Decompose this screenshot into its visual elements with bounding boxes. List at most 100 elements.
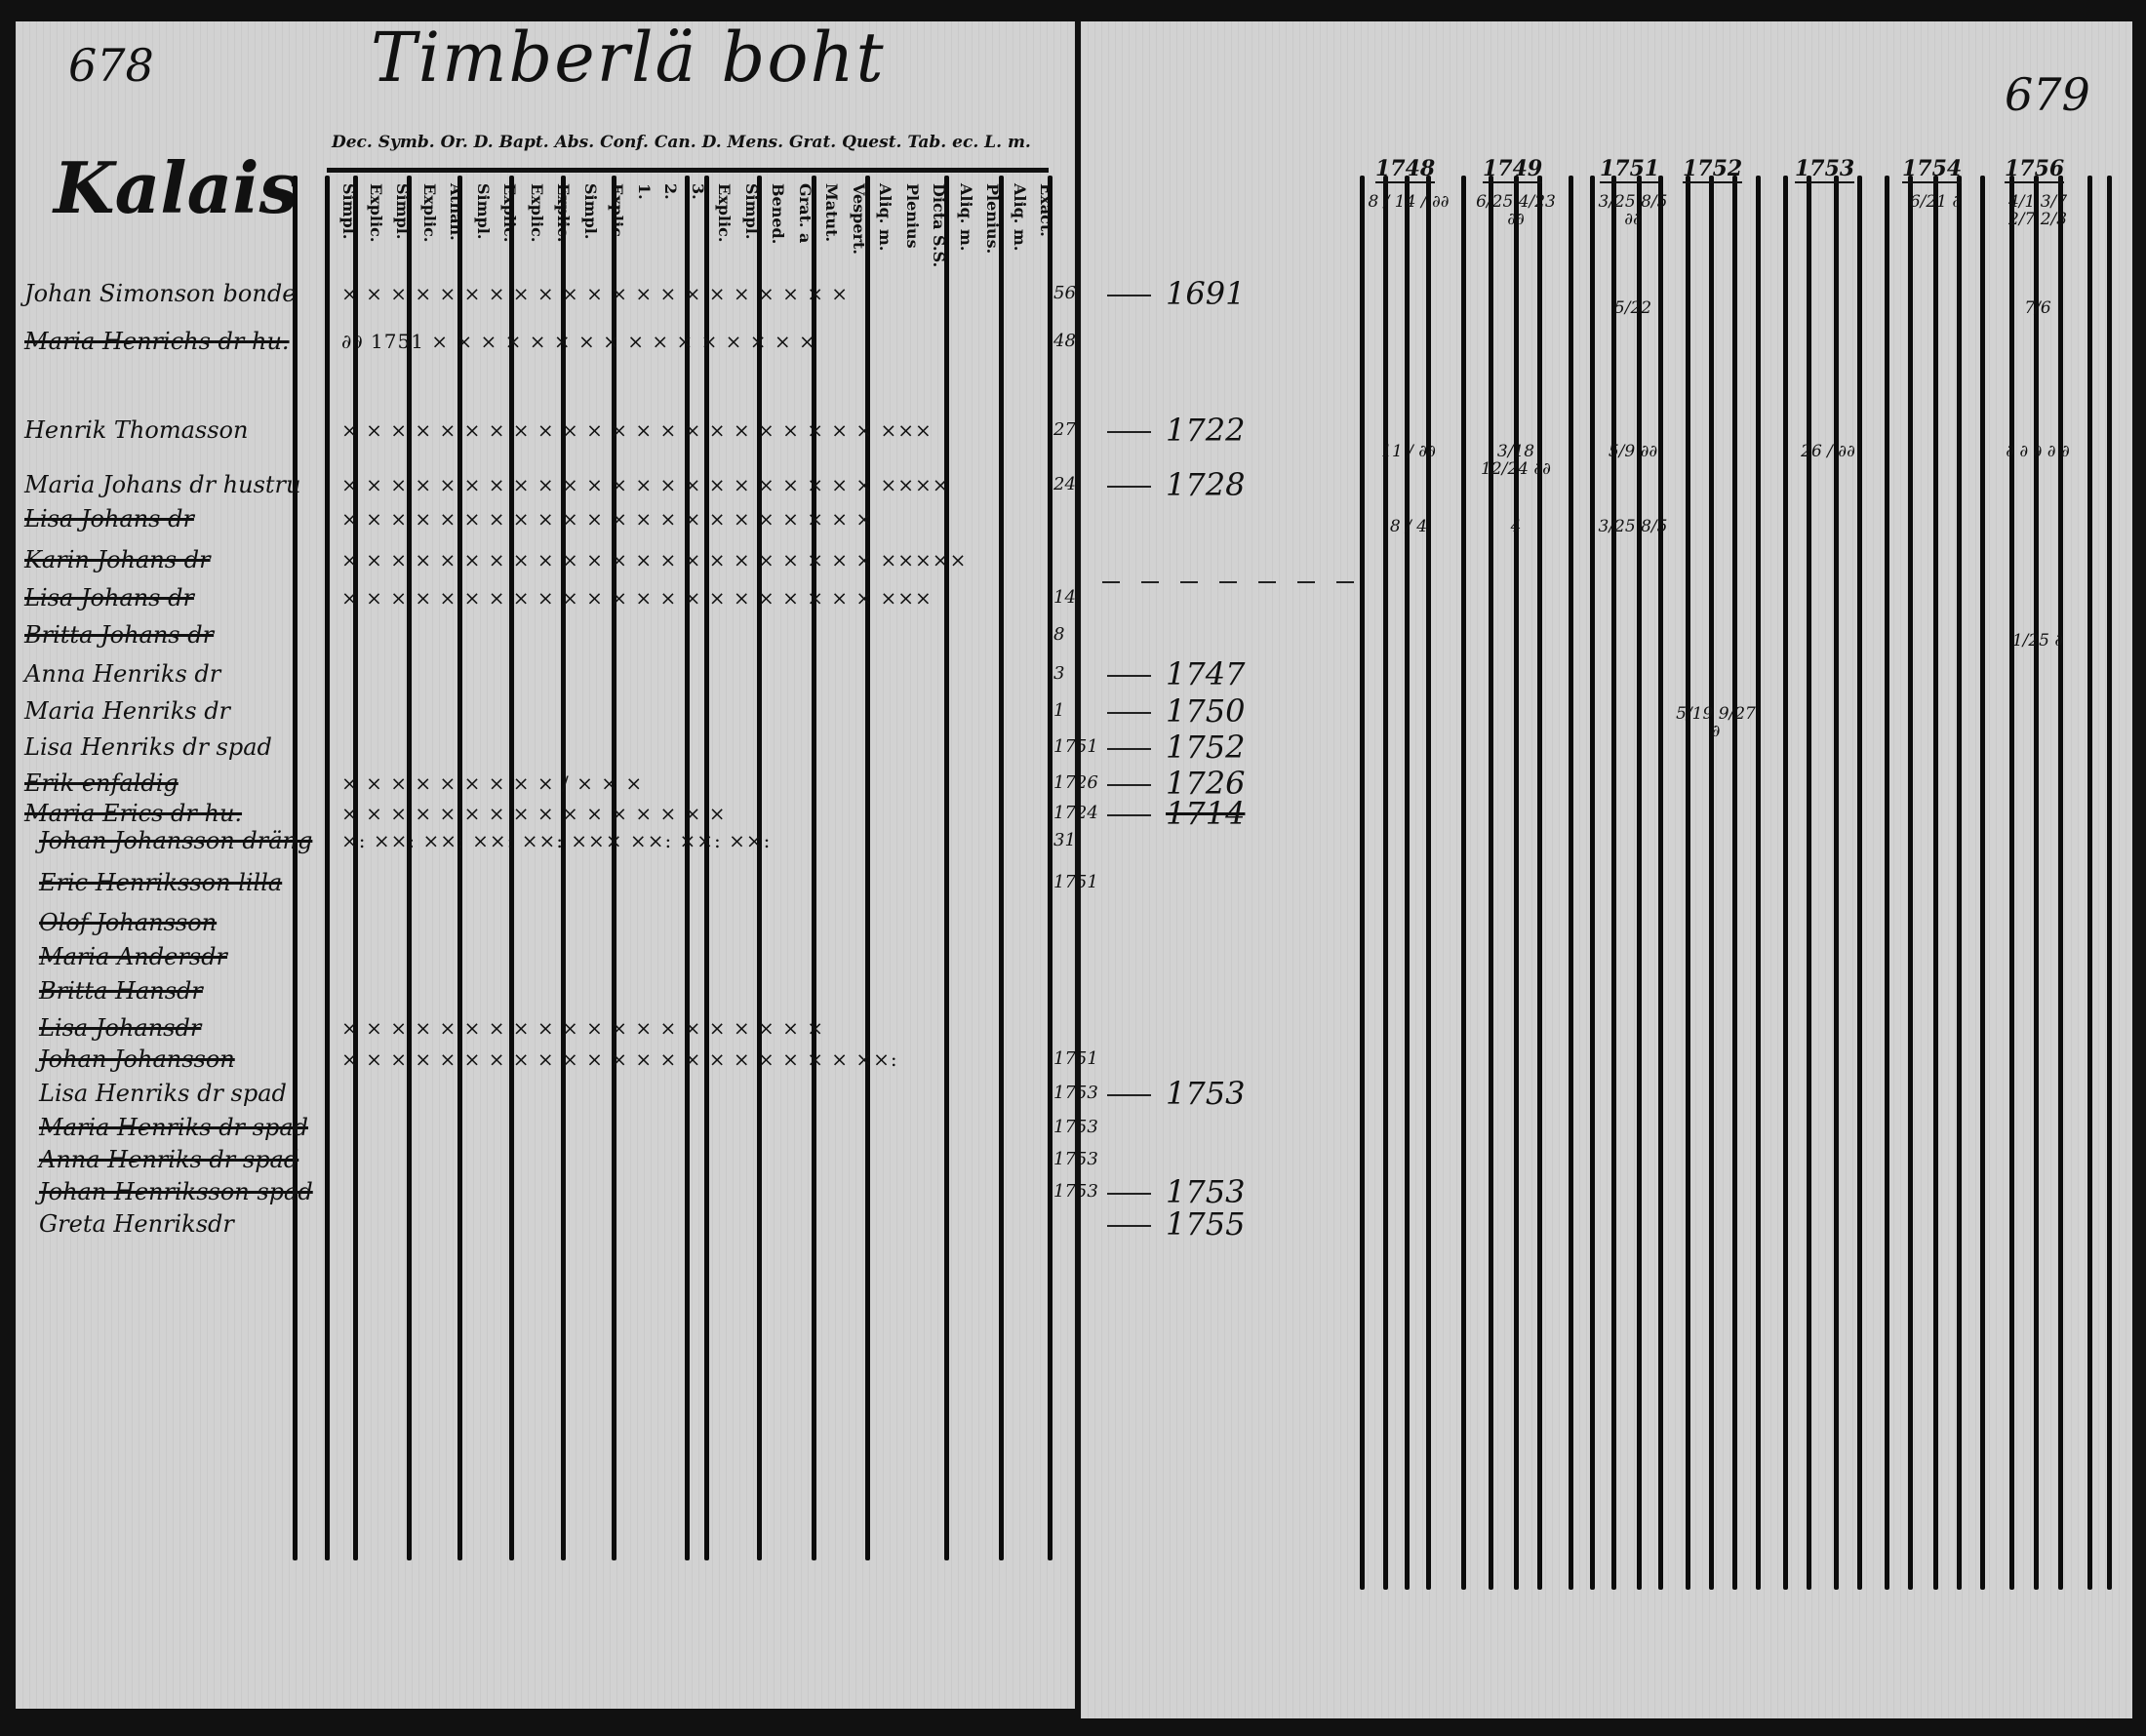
name-column-rule bbox=[293, 176, 298, 1560]
birth-year: 1752 bbox=[1166, 729, 1246, 766]
column-rule bbox=[1885, 176, 1889, 1590]
dash-mark bbox=[1107, 486, 1151, 488]
column-rule bbox=[509, 176, 514, 1560]
table-row: Lisa Henriks dr spad 1753 1753 bbox=[0, 1078, 1366, 1109]
table-row: Anna Henriks dr 3 1747 bbox=[0, 658, 1366, 690]
column-rule bbox=[1426, 176, 1431, 1590]
column-rule bbox=[325, 176, 330, 1560]
age-value: 1 bbox=[1053, 700, 1065, 721]
column-rule bbox=[1489, 176, 1493, 1590]
column-header: Aliq. m. bbox=[876, 183, 894, 252]
person-name: Henrik Thomasson bbox=[24, 416, 249, 444]
annotation: 4/1 3/7 2/7 2/3 bbox=[2007, 192, 2068, 229]
age-value: 1753 bbox=[1053, 1117, 1098, 1137]
age-value: 24 bbox=[1053, 474, 1076, 494]
person-name: Maria Erics dr hu. bbox=[24, 800, 243, 827]
year-header: 1756 bbox=[2005, 156, 2065, 183]
column-header: Explic. bbox=[419, 183, 439, 243]
dash-mark bbox=[1219, 581, 1237, 583]
column-rule bbox=[561, 176, 566, 1560]
column-rule bbox=[1908, 176, 1913, 1590]
exam-marks: × × × × × × × × × × × × × × × × × × × × … bbox=[341, 548, 968, 572]
table-row: Eric Henriksson lilla 1751 bbox=[0, 870, 1366, 895]
dash-mark bbox=[1107, 1094, 1151, 1096]
annotation: 6/21 ∂ bbox=[1909, 192, 1962, 212]
table-row: Maria Johans dr hustru × × × × × × × × × … bbox=[0, 469, 1366, 500]
exam-marks: × × × × × × × × × × × × × × × × × × × × … bbox=[341, 507, 874, 531]
age-value: 1753 bbox=[1053, 1181, 1098, 1202]
column-rule bbox=[612, 176, 616, 1560]
dash-mark bbox=[1107, 675, 1151, 677]
dash-mark bbox=[1107, 295, 1151, 296]
exam-marks: ∂∂ 1751 × × × × × × × × × × × × × × × × bbox=[341, 330, 816, 353]
column-rule bbox=[1048, 176, 1053, 1560]
person-name: Maria Henriks dr spad bbox=[39, 1114, 309, 1141]
dash-mark bbox=[1102, 581, 1120, 583]
table-row: Olof Johansson bbox=[0, 910, 1366, 935]
column-rule bbox=[704, 176, 709, 1560]
column-header: Aliq. m. bbox=[956, 183, 975, 252]
annotation: 5/22 bbox=[1613, 298, 1652, 318]
column-rule bbox=[2087, 176, 2092, 1590]
exam-marks: × × × × × × × × × × × × × × × × bbox=[341, 802, 727, 825]
column-rule bbox=[1383, 176, 1388, 1590]
header-rule bbox=[327, 168, 1049, 173]
section-heading: Kalais bbox=[54, 146, 299, 229]
annotation: ∂ ∂ ∂ ∂ ∂ bbox=[2006, 442, 2070, 461]
column-rule bbox=[1732, 176, 1737, 1590]
column-rule bbox=[1686, 176, 1690, 1590]
column-header: Explic. bbox=[527, 183, 546, 243]
exam-marks: × × × × × × × × × × × × × × × × × × × × bbox=[341, 1016, 824, 1040]
age-value: 1724 bbox=[1053, 803, 1098, 823]
person-name: Maria Henriks dr bbox=[24, 697, 231, 725]
annotation: 5/9 ∂∂ bbox=[1608, 442, 1658, 461]
column-header: Aliq. m. bbox=[1010, 183, 1029, 252]
column-header: Simpl. bbox=[580, 183, 600, 240]
person-name: Karin Johans dr bbox=[24, 546, 211, 573]
birth-year: 1722 bbox=[1166, 412, 1246, 449]
column-header: Grat. a bbox=[795, 183, 815, 244]
person-name: Lisa Henriks dr spad bbox=[24, 733, 272, 761]
column-rule bbox=[1611, 176, 1616, 1590]
person-name: Britta Johans dr bbox=[24, 621, 215, 649]
person-name: Olof Johansson bbox=[39, 909, 218, 936]
table-row: Maria Erics dr hu. × × × × × × × × × × × … bbox=[0, 798, 1366, 829]
column-rule bbox=[1658, 176, 1663, 1590]
annotation: 3/25 8/5 bbox=[1598, 517, 1668, 536]
person-name: Lisa Johansdr bbox=[39, 1014, 202, 1042]
person-name: Anna Henriks dr spad bbox=[39, 1146, 299, 1173]
column-header: 2. bbox=[661, 183, 680, 200]
column-rule bbox=[1857, 176, 1862, 1590]
table-row: Anna Henriks dr spad 1753 bbox=[0, 1147, 1366, 1172]
exam-marks: × × × × × × × × × × × × × × × × × × × × … bbox=[341, 1047, 898, 1071]
page-number-left: 678 bbox=[68, 39, 154, 92]
dash-mark bbox=[1107, 431, 1151, 433]
annotation: 8 / 4 bbox=[1389, 517, 1428, 536]
dash-mark bbox=[1107, 748, 1151, 750]
annotation: 8 / 14 / ∂∂ bbox=[1368, 192, 1450, 212]
left-page bbox=[16, 21, 1075, 1709]
exam-marks: × × × × × × × × × × × × × × × × × × × × … bbox=[341, 473, 950, 496]
column-rule bbox=[1834, 176, 1839, 1590]
column-rule bbox=[1405, 176, 1410, 1590]
dash-mark bbox=[1258, 581, 1276, 583]
dash-mark bbox=[1141, 581, 1159, 583]
table-row: Maria Henriks dr 1 1750 bbox=[0, 695, 1366, 727]
column-rule bbox=[1807, 176, 1811, 1590]
column-rule bbox=[757, 176, 762, 1560]
column-rule bbox=[1514, 176, 1519, 1590]
age-value: 3 bbox=[1053, 663, 1065, 684]
age-value: 48 bbox=[1053, 331, 1076, 351]
exam-marks: ×: ××: ××: ××: ××: ××× ××: ××: ××: bbox=[341, 829, 772, 852]
annotation: 7/6 bbox=[2024, 298, 2051, 318]
column-rule bbox=[2009, 176, 2014, 1590]
table-row: Maria Henriks dr spad 1753 bbox=[0, 1115, 1366, 1140]
annotation: 1/25 ∂ bbox=[2011, 631, 2064, 651]
column-rule bbox=[2058, 176, 2063, 1590]
annotation: 5/19 9/27 ∂ bbox=[1676, 704, 1756, 741]
person-name: Lisa Johans dr bbox=[24, 584, 194, 612]
table-row: Erik enfaldig × × × × × × × × × / × × × 17… bbox=[0, 768, 1366, 799]
column-header: Simpl. bbox=[473, 183, 493, 240]
age-value: 1753 bbox=[1053, 1083, 1098, 1103]
exam-marks: × × × × × × × × × × × × × × × × × × × × … bbox=[341, 282, 850, 305]
